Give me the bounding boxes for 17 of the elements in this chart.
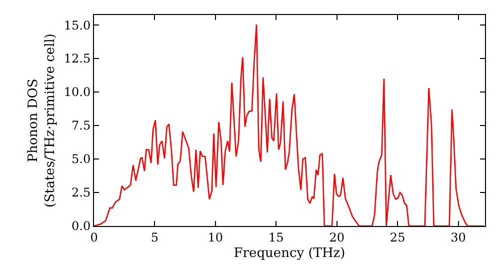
x-tick-label: 10 xyxy=(208,230,224,244)
y-tick-label: 5.0 xyxy=(72,152,91,166)
x-tick-label: 5 xyxy=(150,230,159,244)
y-tick-label: 0.0 xyxy=(72,219,91,234)
x-tick-label: 30 xyxy=(450,230,466,244)
x-tick-label: 25 xyxy=(390,230,406,244)
y-tick-label: 7.5 xyxy=(72,118,91,133)
x-tick-label: 20 xyxy=(329,230,344,244)
x-tick-label: 0 xyxy=(90,230,98,244)
y-tick-label: 12.5 xyxy=(64,52,91,66)
y-tick-label: 10.0 xyxy=(64,85,91,100)
y-tick-label: 2.5 xyxy=(72,186,91,200)
line-series xyxy=(94,24,485,226)
x-tick-label: 15 xyxy=(268,230,284,244)
y-tick-label: 15.0 xyxy=(64,18,91,32)
x-axis-title: Frequency (THz) xyxy=(234,246,346,261)
y-axis-title: Phonon DOS (States/THz·primitive cell) xyxy=(26,33,58,208)
